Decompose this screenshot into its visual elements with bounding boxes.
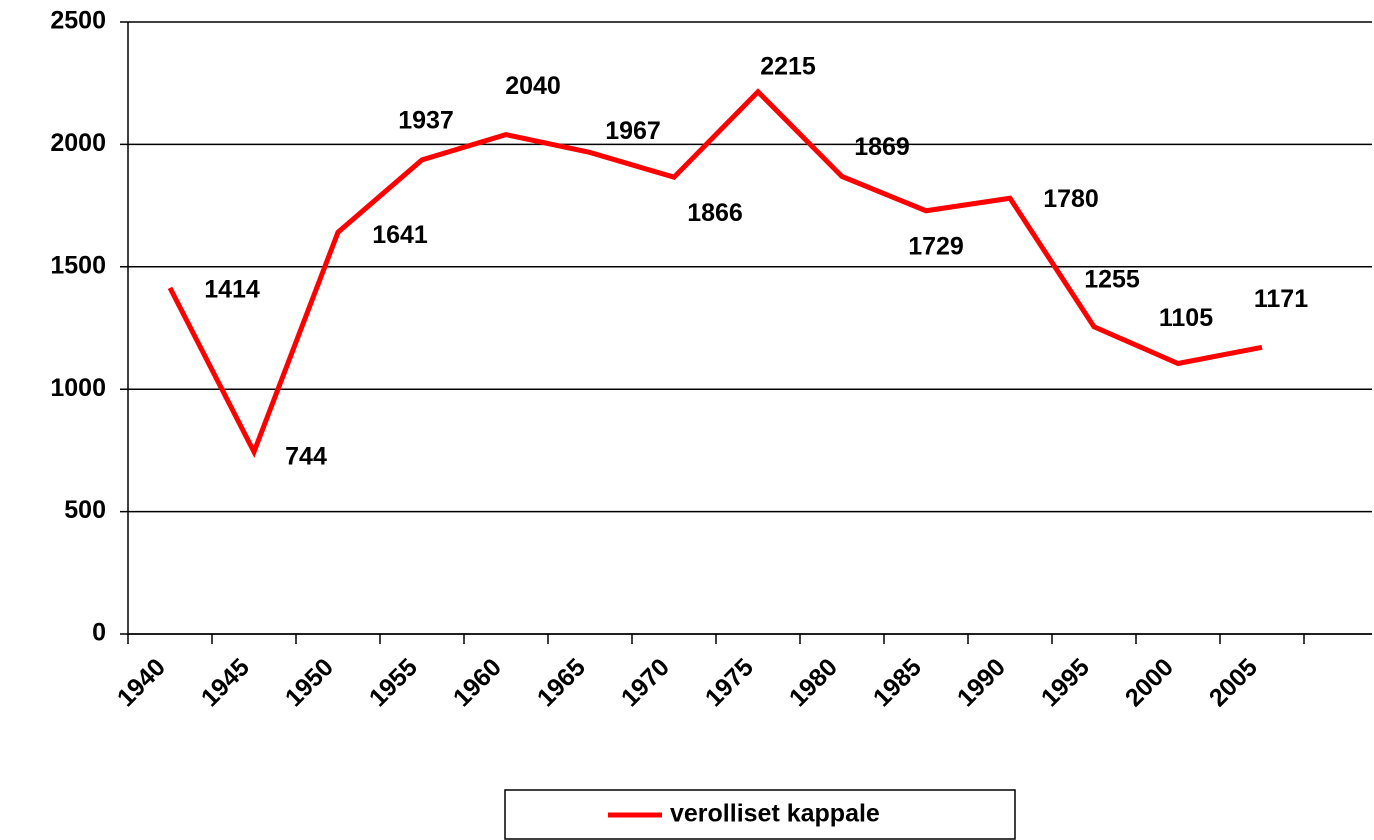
x-tick-label: 1980: [784, 653, 843, 712]
data-label: 1255: [1084, 265, 1140, 293]
x-tick-label: 1950: [280, 653, 339, 712]
data-label: 1780: [1043, 185, 1099, 213]
data-label: 2040: [505, 72, 561, 100]
data-label: 1641: [372, 221, 428, 249]
legend-label: verolliset kappale: [670, 800, 880, 828]
data-label: 2215: [760, 52, 816, 80]
legend-box: [504, 789, 1016, 840]
data-label: 1866: [687, 199, 743, 227]
y-tick-label: 2000: [50, 129, 106, 157]
y-tick-label: 0: [92, 619, 106, 647]
series-line: [167, 88, 1263, 459]
data-label: 1105: [1159, 304, 1213, 332]
data-label: 1937: [398, 106, 454, 134]
x-tick-label: 2000: [1120, 653, 1179, 712]
y-tick-label: 2500: [50, 7, 106, 35]
data-label: 1967: [605, 117, 661, 145]
x-tick-label: 1985: [868, 653, 927, 712]
x-tick-label: 1970: [616, 653, 675, 712]
y-tick-label: 1500: [50, 251, 106, 279]
y-tick-label: 1000: [50, 374, 106, 402]
x-tick-label: 1960: [448, 653, 507, 712]
data-label: 1171: [1254, 285, 1308, 313]
x-tick-label: 1990: [952, 653, 1011, 712]
x-tick-label: 1995: [1036, 653, 1095, 712]
x-tick-label: 1975: [700, 653, 759, 712]
y-tick-label: 500: [64, 496, 106, 524]
data-label: 1729: [908, 232, 964, 260]
x-tick-label: 1965: [532, 653, 591, 712]
x-tick-label: 1955: [364, 653, 423, 712]
data-label: 1869: [854, 133, 910, 161]
x-tick-label: 2005: [1204, 653, 1263, 712]
data-label: 744: [285, 442, 327, 470]
x-tick-label: 1945: [196, 653, 255, 712]
data-label: 1414: [204, 275, 260, 303]
x-tick-label: 1940: [112, 653, 171, 712]
